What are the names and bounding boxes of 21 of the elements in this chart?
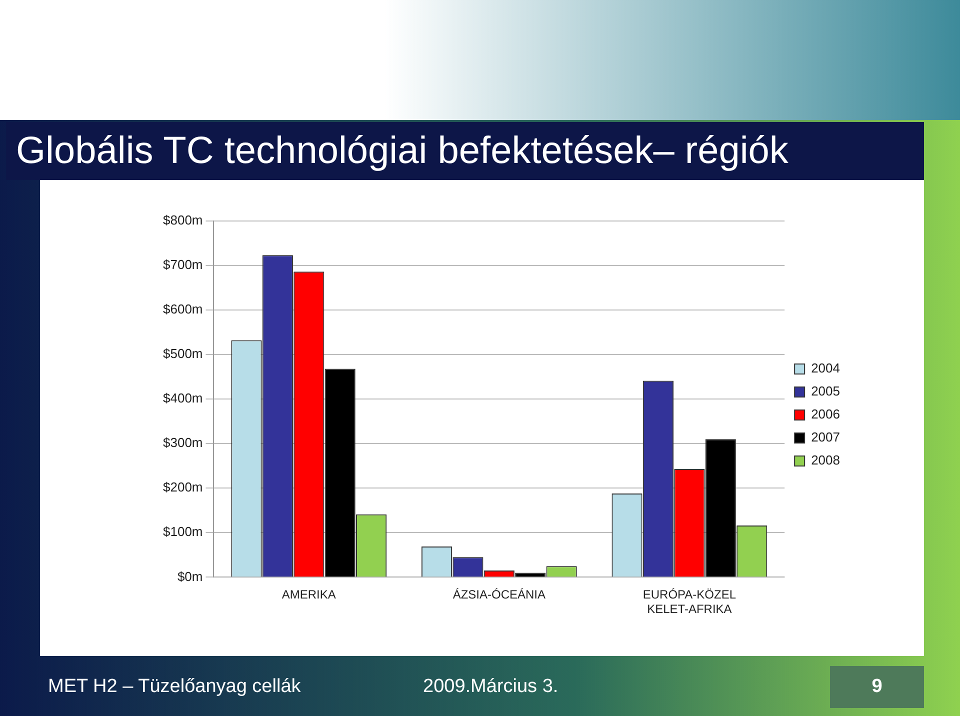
x-tick-label: AMERIKA	[282, 588, 336, 602]
y-tick-label: $800m	[163, 212, 203, 228]
legend-label: 2006	[811, 406, 840, 422]
legend-label: 2007	[811, 430, 840, 445]
y-tick-label: $300m	[163, 435, 203, 450]
y-tick-label: $200m	[163, 480, 203, 495]
legend-label: 2005	[811, 384, 840, 399]
chart-title: Globális TC technológiai befektetések– régiók	[6, 122, 924, 180]
y-tick-label: $500m	[163, 346, 203, 362]
y-tick-label: $600m	[163, 301, 203, 316]
y-tick-label: $700m	[163, 256, 203, 272]
x-tick-label: EURÓPA-KÖZEL KELET-AFRIKA	[642, 588, 736, 616]
y-tick-label: $400m	[163, 390, 203, 406]
legend-label: 2008	[811, 452, 840, 468]
text: 9	[830, 666, 924, 708]
text: MET H2 – Tüzelőanyag cellák	[48, 676, 301, 698]
text: 2009.Március 3.	[423, 676, 558, 698]
y-tick-label: $0m	[177, 568, 203, 584]
legend-label: 2004	[811, 360, 840, 376]
x-tick-label: ÁZSIA-ÓCEÁNIA	[452, 588, 546, 602]
y-tick-label: $100m	[163, 524, 203, 540]
